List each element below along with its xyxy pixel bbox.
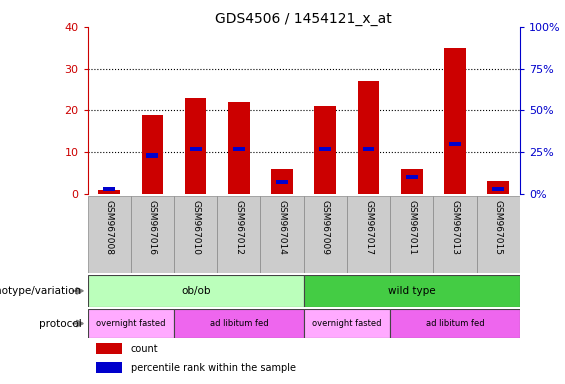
Text: GSM967017: GSM967017 <box>364 200 373 255</box>
Text: genotype/variation: genotype/variation <box>0 286 82 296</box>
Bar <box>228 102 250 194</box>
Bar <box>88 275 304 307</box>
Bar <box>174 309 304 338</box>
Bar <box>304 275 520 307</box>
Text: GSM967008: GSM967008 <box>105 200 114 255</box>
Bar <box>271 169 293 194</box>
Bar <box>477 196 520 273</box>
Bar <box>103 187 115 191</box>
Text: GSM967012: GSM967012 <box>234 200 244 255</box>
Text: wild type: wild type <box>388 286 436 296</box>
Bar <box>315 106 336 194</box>
Bar <box>433 196 477 273</box>
Text: percentile rank within the sample: percentile rank within the sample <box>131 362 296 372</box>
Bar <box>390 196 433 273</box>
Bar <box>218 196 260 273</box>
Text: GSM967010: GSM967010 <box>191 200 200 255</box>
Text: ob/ob: ob/ob <box>181 286 210 296</box>
Bar <box>401 169 423 194</box>
Bar <box>96 362 122 372</box>
Bar <box>185 98 206 194</box>
Bar <box>190 147 202 151</box>
Bar <box>444 48 466 194</box>
Bar <box>363 147 375 151</box>
Text: overnight fasted: overnight fasted <box>312 319 382 328</box>
Text: GSM967011: GSM967011 <box>407 200 416 255</box>
Bar <box>142 114 163 194</box>
Text: GSM967013: GSM967013 <box>450 200 459 255</box>
Bar <box>390 309 520 338</box>
Text: ad libitum fed: ad libitum fed <box>425 319 484 328</box>
Text: GSM967014: GSM967014 <box>277 200 286 255</box>
Text: GSM967015: GSM967015 <box>494 200 503 255</box>
Text: GSM967009: GSM967009 <box>321 200 330 255</box>
Bar <box>488 181 509 194</box>
Bar <box>347 196 390 273</box>
Bar <box>96 344 122 354</box>
Bar <box>276 180 288 184</box>
Bar <box>358 81 379 194</box>
Bar <box>260 196 304 273</box>
Title: GDS4506 / 1454121_x_at: GDS4506 / 1454121_x_at <box>215 12 392 26</box>
Bar <box>449 142 461 146</box>
Bar <box>304 196 347 273</box>
Bar <box>146 154 158 157</box>
Bar <box>88 309 174 338</box>
Text: GSM967016: GSM967016 <box>148 200 157 255</box>
Bar <box>319 147 331 151</box>
Text: ad libitum fed: ad libitum fed <box>210 319 268 328</box>
Bar <box>492 187 504 191</box>
Bar <box>304 309 390 338</box>
Bar <box>131 196 174 273</box>
Text: protocol: protocol <box>39 318 82 329</box>
Bar <box>406 175 418 179</box>
Text: count: count <box>131 344 158 354</box>
Bar <box>98 190 120 194</box>
Text: overnight fasted: overnight fasted <box>96 319 166 328</box>
Bar <box>233 147 245 151</box>
Bar <box>174 196 217 273</box>
Bar <box>88 196 131 273</box>
